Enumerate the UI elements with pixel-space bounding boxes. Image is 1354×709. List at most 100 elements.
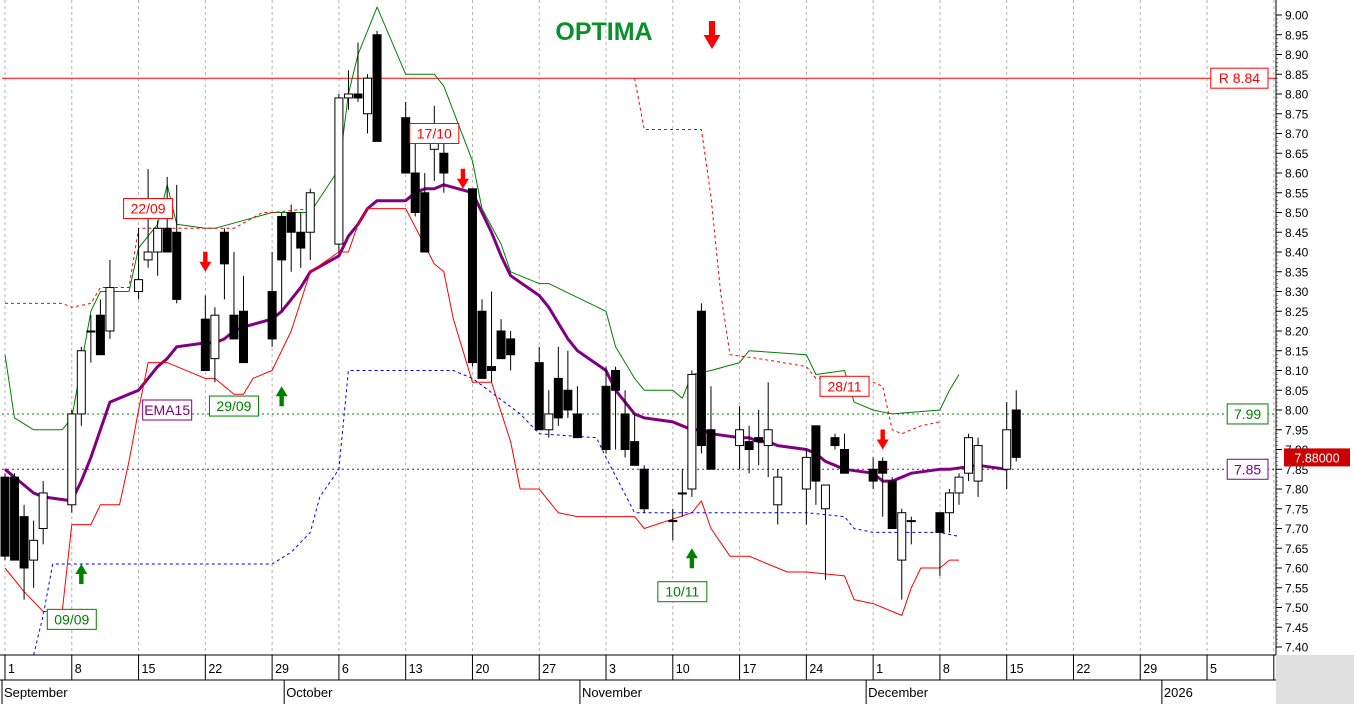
candle — [534, 346, 544, 431]
candle — [572, 386, 582, 439]
candle-body — [467, 188, 477, 364]
candle — [754, 410, 764, 466]
candle-body — [773, 476, 783, 506]
x-tick-label: 20 — [475, 662, 489, 676]
y-tick-label: 7.50 — [1285, 601, 1309, 615]
label-box — [1226, 458, 1269, 480]
candle-body — [534, 362, 544, 431]
reference-line-label: 7.85 — [1226, 458, 1269, 480]
x-tick-label: 29 — [1143, 662, 1157, 676]
candle-body — [954, 476, 964, 494]
candle — [10, 473, 20, 561]
label-box — [208, 395, 259, 417]
candle-body — [410, 172, 420, 213]
candle-body — [0, 476, 10, 557]
x-tick-label: 3 — [609, 662, 616, 676]
x-tick-label: 5 — [1210, 662, 1217, 676]
candle-body — [334, 97, 344, 245]
x-tick-label: 15 — [142, 662, 156, 676]
candle-body — [935, 512, 945, 533]
candle — [973, 437, 983, 497]
label-text: 09/09 — [54, 611, 89, 627]
candle — [811, 425, 821, 505]
reference-line-label: R 8.84 — [1210, 67, 1269, 89]
candle-body — [906, 520, 916, 523]
signal-label: 29/09 — [208, 395, 259, 417]
x-tick-label: 22 — [208, 662, 222, 676]
candle — [544, 390, 554, 438]
y-tick-label: 8.70 — [1285, 127, 1309, 141]
candle-body — [363, 77, 373, 115]
candle — [1011, 390, 1021, 462]
candle — [706, 386, 716, 470]
label-box — [46, 608, 97, 630]
y-tick-label: 7.60 — [1285, 562, 1309, 576]
candle-body — [439, 152, 449, 174]
candle-body — [1011, 409, 1021, 458]
x-tick-label: 13 — [409, 662, 423, 676]
candle — [76, 346, 86, 426]
title-down-arrow-icon — [703, 21, 721, 49]
label-box — [123, 198, 174, 220]
candle-body — [420, 192, 430, 253]
candle — [620, 390, 630, 458]
candle — [954, 473, 964, 505]
candle — [95, 299, 105, 356]
candle-body — [887, 480, 897, 530]
candle-body — [477, 310, 487, 379]
candle-body — [153, 227, 163, 253]
y-tick-label: 8.00 — [1285, 404, 1309, 418]
candle — [305, 188, 315, 260]
y-tick-label: 7.45 — [1285, 621, 1309, 635]
candle-body — [611, 370, 621, 391]
candle — [735, 406, 745, 470]
y-tick-label: 8.60 — [1285, 167, 1309, 181]
candle — [86, 315, 96, 363]
candle-body — [897, 512, 907, 561]
candle-body — [29, 539, 39, 561]
y-tick-label: 8.55 — [1285, 186, 1309, 200]
y-tick-label: 7.65 — [1285, 542, 1309, 556]
candle — [401, 101, 411, 174]
month-label: September — [4, 685, 68, 700]
x-tick-label: 27 — [542, 662, 556, 676]
candle-body — [506, 338, 516, 356]
last-price-badge: 7.88000 — [1284, 448, 1350, 467]
band-line — [634, 78, 941, 435]
label-text: 7.85 — [1234, 461, 1261, 477]
candle-body — [305, 192, 315, 233]
y-tick-label: 8.45 — [1285, 226, 1309, 240]
candle — [801, 449, 811, 525]
candle — [267, 252, 277, 347]
candle — [944, 489, 954, 533]
y-tick-label: 8.95 — [1285, 28, 1309, 42]
label-text: 29/09 — [216, 398, 251, 414]
label-box — [819, 375, 870, 397]
candle — [639, 465, 649, 513]
plot-area — [2, 0, 1276, 655]
month-label: December — [868, 685, 929, 700]
buy-arrow-icon — [275, 386, 288, 407]
candle-body — [487, 366, 497, 371]
candle-body — [200, 318, 210, 371]
signal-label: 17/10 — [409, 123, 460, 144]
candle — [897, 508, 907, 600]
candle-body — [86, 330, 96, 333]
label-box — [657, 581, 708, 603]
y-tick-label: 8.75 — [1285, 107, 1309, 121]
month-label: 2026 — [1164, 685, 1193, 700]
candle — [286, 204, 296, 272]
candle-body — [553, 377, 563, 419]
candle — [363, 74, 373, 134]
candle-body — [286, 212, 296, 233]
candle-body — [964, 437, 974, 474]
month-label: November — [582, 685, 643, 700]
candle-body — [754, 437, 764, 443]
candle — [210, 307, 220, 383]
candle — [296, 212, 306, 268]
candle — [887, 477, 897, 530]
candle — [239, 275, 248, 364]
candle-body — [944, 492, 954, 514]
candle-body — [668, 520, 678, 523]
x-tick-label: 1 — [876, 662, 883, 676]
